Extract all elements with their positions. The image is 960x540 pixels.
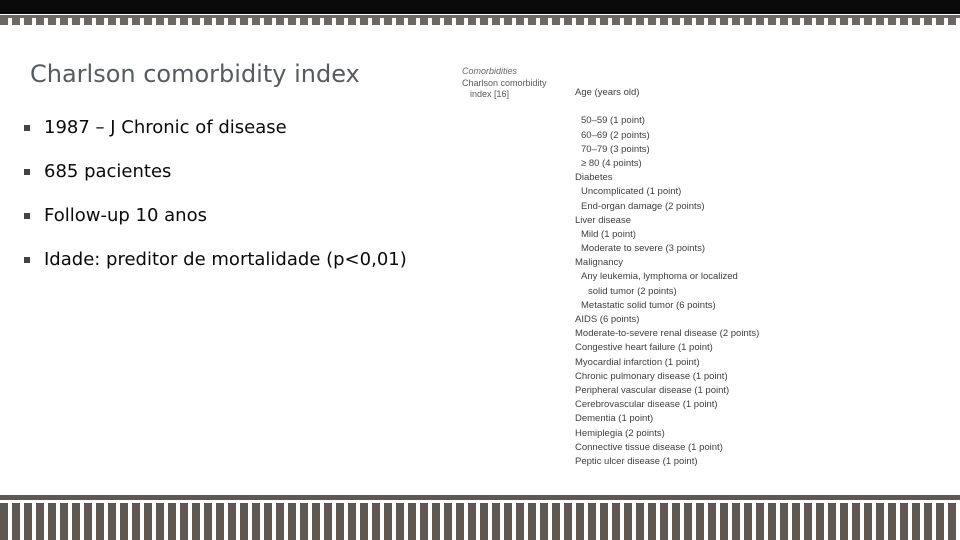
bottom-divider-line bbox=[0, 500, 960, 503]
bullet-text: Idade: preditor de mortalidade (p<0,01) bbox=[44, 249, 407, 270]
bullet-text: 1987 – J Chronic of disease bbox=[44, 117, 287, 138]
bottom-stripe-bars bbox=[0, 503, 960, 540]
comorbidity-row: ≥ 80 (4 points) bbox=[581, 157, 642, 169]
comorbidity-table: Age (years old) 50–59 (1 point) 60–69 (2 p… bbox=[575, 86, 775, 469]
top-stripe-pattern bbox=[0, 15, 960, 25]
table-header-subtitle: Charlson comorbidity bbox=[462, 78, 547, 88]
comorbidity-row: Connective tissue disease (1 point) bbox=[575, 441, 723, 453]
square-bullet-icon bbox=[24, 169, 30, 175]
comorbidity-row: Dementia (1 point) bbox=[575, 413, 654, 425]
comorbidity-row: Moderate-to-severe renal disease (2 poin… bbox=[575, 328, 760, 340]
bullet-item: Idade: preditor de mortalidade (p<0,01) bbox=[24, 246, 407, 290]
table-header: Comorbidities Charlson comorbidity index… bbox=[462, 66, 572, 100]
bullet-item: Follow-up 10 anos bbox=[24, 202, 407, 246]
comorbidity-row: 70–79 (3 points) bbox=[581, 143, 650, 155]
comorbidity-row: Myocardial infarction (1 point) bbox=[575, 356, 700, 368]
bullet-item: 685 pacientes bbox=[24, 158, 407, 202]
comorbidity-row: Peptic ulcer disease (1 point) bbox=[575, 455, 698, 467]
comorbidity-row: Any leukemia, lymphoma or localized bbox=[581, 271, 738, 283]
comorbidity-row: Congestive heart failure (1 point) bbox=[575, 342, 713, 354]
comorbidity-row: Peripheral vascular disease (1 point) bbox=[575, 384, 730, 396]
comorbidity-row: 60–69 (2 points) bbox=[581, 129, 650, 141]
top-border-bar bbox=[0, 0, 960, 14]
comorbidity-row bbox=[575, 100, 775, 114]
comorbidity-row: Mild (1 point) bbox=[581, 228, 636, 240]
comorbidity-row: solid tumor (2 points) bbox=[588, 285, 677, 297]
comorbidity-row: End-organ damage (2 points) bbox=[581, 200, 705, 212]
table-header-subtitle: index [16] bbox=[470, 89, 510, 99]
comorbidity-row: 50–59 (1 point) bbox=[581, 115, 645, 127]
comorbidity-row: Age (years old) bbox=[575, 87, 640, 98]
table-header-title: Comorbidities bbox=[462, 66, 518, 76]
bullet-text: Follow-up 10 anos bbox=[44, 205, 207, 226]
comorbidity-row: Uncomplicated (1 point) bbox=[581, 186, 682, 198]
bullet-item: 1987 – J Chronic of disease bbox=[24, 114, 407, 158]
comorbidity-row: Hemiplegia (2 points) bbox=[575, 427, 665, 439]
comorbidity-row: Cerebrovascular disease (1 point) bbox=[575, 399, 718, 411]
square-bullet-icon bbox=[24, 125, 30, 131]
bullet-list: 1987 – J Chronic of disease 685 paciente… bbox=[24, 114, 407, 290]
comorbidity-row: Metastatic solid tumor (6 points) bbox=[581, 299, 716, 311]
bullet-text: 685 pacientes bbox=[44, 161, 172, 182]
slide-title: Charlson comorbidity index bbox=[30, 60, 360, 88]
comorbidity-row: Moderate to severe (3 points) bbox=[581, 243, 706, 255]
comorbidity-row: Diabetes bbox=[575, 172, 613, 184]
comorbidity-row: Liver disease bbox=[575, 214, 631, 226]
comorbidity-row: Chronic pulmonary disease (1 point) bbox=[575, 370, 728, 382]
comorbidity-row: AIDS (6 points) bbox=[575, 314, 640, 325]
comorbidity-row: Malignancy bbox=[575, 257, 624, 269]
square-bullet-icon bbox=[24, 257, 30, 263]
square-bullet-icon bbox=[24, 213, 30, 219]
